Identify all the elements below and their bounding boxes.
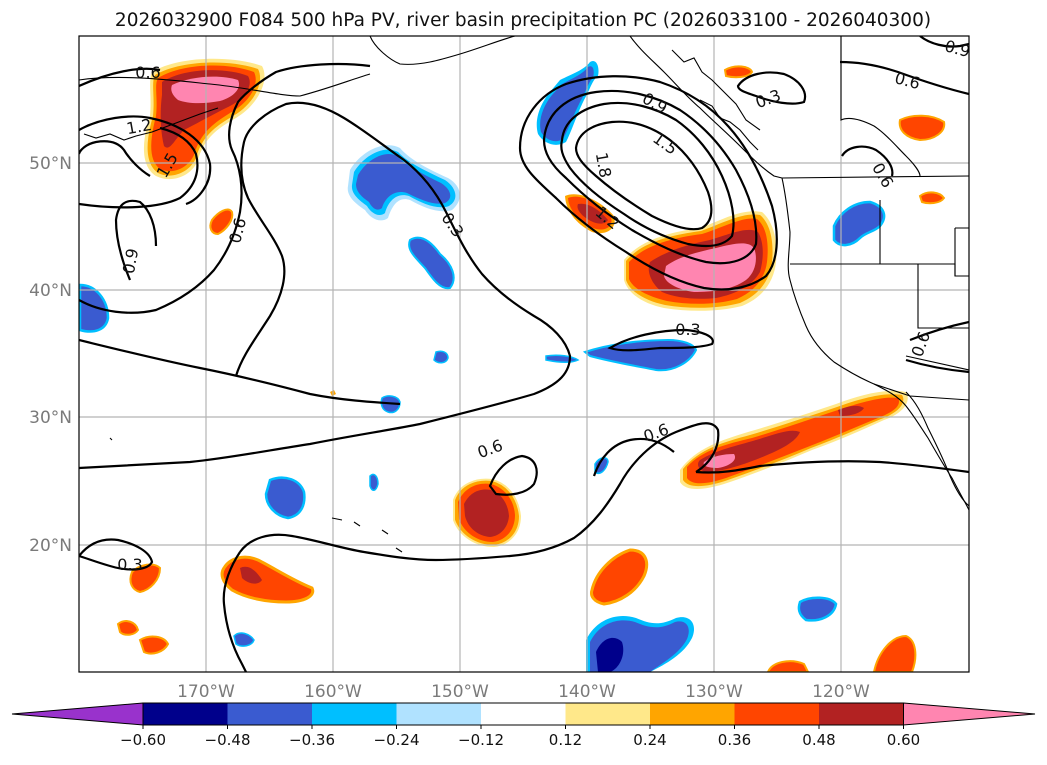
colorbar-segment: [227, 703, 313, 725]
us-canada-border: [781, 175, 969, 179]
contour-1.8-core: [574, 120, 713, 231]
colorbar-label: −0.12: [458, 731, 504, 749]
colorbar-segment: [565, 703, 651, 725]
contour-label: 0.3: [117, 555, 142, 574]
colorbar-segment: [819, 703, 904, 725]
colorbar-segment: [734, 703, 820, 725]
alaska-south-coast: [369, 36, 516, 65]
precip-negative-central: [347, 145, 460, 221]
contour-label: 0.3: [675, 320, 700, 339]
lon-label: 140°W: [558, 682, 616, 702]
colorbar-label: −0.60: [120, 731, 166, 749]
contour-0.9-gulf: [518, 75, 778, 291]
contour-label: 1.8: [592, 151, 615, 179]
precip-small-positive: [209, 208, 234, 236]
contour-0.3-central: [79, 101, 572, 470]
lat-label: 20°N: [29, 536, 72, 556]
colorbar-label: −0.36: [289, 731, 335, 749]
contour-0.6-north: [79, 67, 161, 88]
coastlines: [79, 36, 969, 553]
lat-label: 40°N: [29, 281, 72, 301]
colorbar-label: 0.24: [633, 731, 666, 749]
colorbar-segment: [481, 703, 566, 725]
colorbar-extend-max: [903, 702, 1036, 726]
lon-label: 130°W: [685, 682, 743, 702]
latitude-labels: 50°N 40°N 30°N 20°N: [29, 154, 72, 556]
colorbar-segment: [650, 703, 735, 725]
lon-label: 170°W: [177, 682, 235, 702]
colorbar-label: 0.36: [718, 731, 751, 749]
contour-label: 1.2: [125, 115, 153, 138]
map-frame: [78, 35, 970, 673]
precip-negative-south: [586, 616, 695, 672]
contour-label: 0.6: [135, 63, 160, 82]
lat-label: 30°N: [29, 408, 72, 428]
colorbar-label: 0.60: [887, 731, 920, 749]
figure-title: 2026032900 F084 500 hPa PV, river basin …: [115, 10, 931, 31]
longitude-labels: 170°W 160°W 150°W 140°W 130°W 120°W: [177, 682, 870, 702]
precip-positive-south: [590, 548, 649, 606]
lat-label: 50°N: [29, 154, 72, 174]
colorbar-segment: [312, 703, 397, 725]
canada-coast: [629, 36, 783, 179]
lon-label: 120°W: [812, 682, 870, 702]
colorbar-segment: [396, 703, 482, 725]
lon-label: 160°W: [304, 682, 362, 702]
contour-label: 0.9: [119, 247, 142, 275]
contour-0.6-south: [239, 422, 720, 562]
colorbar-outline: [142, 702, 904, 726]
contour-1.2-aleutian: [79, 115, 212, 206]
alaska-peninsula-coast: [79, 73, 371, 97]
lon-label: 150°W: [431, 682, 489, 702]
precip-negative-small: [408, 236, 455, 290]
colorbar-label: −0.48: [205, 731, 251, 749]
colorbar-segment: [143, 703, 228, 725]
colorbar-label: −0.24: [374, 731, 420, 749]
colorbar-label: 0.48: [802, 731, 835, 749]
us-west-coast: [781, 177, 969, 511]
pv-contours: [79, 36, 969, 672]
colorbar: −0.60 −0.48 −0.36 −0.24 −0.12 0.12 0.24 0.36 0.4…: [11, 702, 1036, 749]
colorbar-extend-min: [11, 702, 144, 726]
precip-positive-aleutian: [143, 58, 265, 180]
colorbar-label: 0.12: [549, 731, 582, 749]
